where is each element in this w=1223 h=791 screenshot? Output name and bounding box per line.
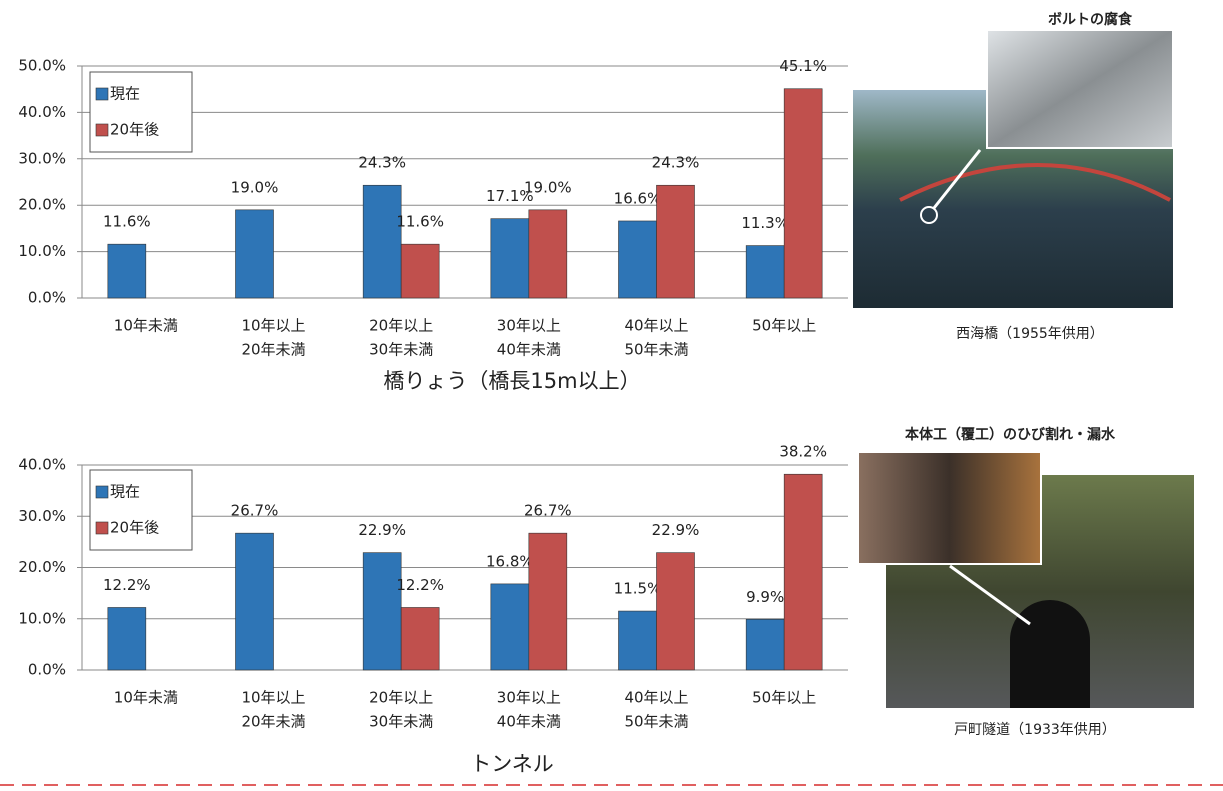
arrow xyxy=(949,564,1031,626)
x-tick-label: 40年未満 xyxy=(497,713,561,731)
bar xyxy=(783,473,823,671)
bar xyxy=(400,243,440,299)
bar xyxy=(362,184,402,299)
value-label: 24.3% xyxy=(358,154,406,172)
value-label: 9.9% xyxy=(746,588,784,606)
legend-label: 現在 xyxy=(110,85,140,103)
x-tick-label: 20年以上 xyxy=(369,317,433,335)
value-label: 16.6% xyxy=(614,189,662,207)
y-tick-label: 10.0% xyxy=(18,242,66,260)
legend-label: 現在 xyxy=(110,483,140,501)
value-label: 26.7% xyxy=(231,502,279,520)
bar xyxy=(107,243,147,299)
y-tick-label: 50.0% xyxy=(18,57,66,75)
value-label: 45.1% xyxy=(779,57,827,75)
value-label: 12.2% xyxy=(396,576,444,594)
value-label: 38.2% xyxy=(779,443,827,461)
photo-title: 本体工（覆工）のひび割れ・漏水 xyxy=(905,426,1116,443)
value-label: 19.0% xyxy=(524,178,572,196)
value-label: 17.1% xyxy=(486,187,534,205)
x-tick-label: 30年未満 xyxy=(369,341,433,359)
bridge-arch xyxy=(899,163,1171,202)
x-tick-label: 10年未満 xyxy=(114,317,178,335)
bar xyxy=(618,610,657,671)
bar xyxy=(235,209,274,299)
value-label: 16.8% xyxy=(486,552,534,570)
x-tick-label: 50年以上 xyxy=(752,317,816,335)
legend-swatch xyxy=(95,521,109,535)
bar xyxy=(656,184,695,299)
x-tick-label: 40年以上 xyxy=(624,689,688,707)
y-tick-label: 20.0% xyxy=(18,558,66,576)
crack-photo xyxy=(857,451,1042,565)
x-tick-label: 40年未満 xyxy=(497,341,561,359)
y-tick-label: 20.0% xyxy=(18,196,66,214)
value-label: 26.7% xyxy=(524,502,572,520)
y-tick-label: 0.0% xyxy=(28,661,66,679)
chart-title: 橋りょう（橋長15m以上） xyxy=(383,369,640,393)
x-tick-label: 10年以上 xyxy=(241,689,305,707)
value-label: 19.0% xyxy=(231,178,279,196)
bolt-photo xyxy=(986,29,1174,149)
x-tick-label: 50年未満 xyxy=(624,713,688,731)
x-tick-label: 20年未満 xyxy=(241,713,305,731)
highlight-circle xyxy=(920,206,938,224)
bar xyxy=(490,218,530,299)
x-tick-label: 10年以上 xyxy=(241,317,305,335)
photo-title: ボルトの腐食 xyxy=(1048,11,1133,28)
legend-swatch xyxy=(95,87,109,101)
legend-label: 20年後 xyxy=(110,519,159,537)
bar xyxy=(656,552,695,671)
x-tick-label: 20年以上 xyxy=(369,689,433,707)
value-label: 22.9% xyxy=(652,521,700,539)
value-label: 22.9% xyxy=(358,521,406,539)
arrow xyxy=(932,149,982,209)
tunnel-portal xyxy=(1010,600,1090,708)
x-tick-label: 50年未満 xyxy=(624,341,688,359)
value-label: 11.6% xyxy=(103,213,151,231)
legend-swatch xyxy=(95,485,109,499)
x-tick-label: 20年未満 xyxy=(241,341,305,359)
photo-caption: 西海橋（1955年供用） xyxy=(956,326,1104,342)
y-tick-label: 40.0% xyxy=(18,456,66,474)
bar xyxy=(745,618,785,671)
bar xyxy=(783,88,823,299)
bar xyxy=(745,245,785,299)
value-label: 24.3% xyxy=(652,154,700,172)
x-tick-label: 40年以上 xyxy=(624,317,688,335)
bar xyxy=(362,552,402,671)
legend-box xyxy=(89,71,193,153)
x-tick-label: 30年以上 xyxy=(497,317,561,335)
y-tick-label: 40.0% xyxy=(18,103,66,121)
legend-label: 20年後 xyxy=(110,121,159,139)
x-tick-label: 30年未満 xyxy=(369,713,433,731)
chart-title: トンネル xyxy=(470,752,554,776)
bar xyxy=(618,220,657,299)
x-tick-label: 50年以上 xyxy=(752,689,816,707)
y-tick-label: 10.0% xyxy=(18,609,66,627)
legend-box xyxy=(89,469,193,551)
y-tick-label: 0.0% xyxy=(28,289,66,307)
y-tick-label: 30.0% xyxy=(18,507,66,525)
x-tick-label: 10年未満 xyxy=(114,689,178,707)
photo-caption: 戸町隧道（1933年供用） xyxy=(954,722,1116,738)
value-label: 11.6% xyxy=(396,213,444,231)
bar xyxy=(400,607,440,671)
legend-swatch xyxy=(95,123,109,137)
value-label: 11.5% xyxy=(614,580,662,598)
bar xyxy=(528,532,568,671)
y-tick-label: 30.0% xyxy=(18,149,66,167)
value-label: 12.2% xyxy=(103,576,151,594)
bar xyxy=(235,532,274,671)
x-tick-label: 30年以上 xyxy=(497,689,561,707)
bar xyxy=(107,607,147,671)
bar xyxy=(528,209,568,299)
value-label: 11.3% xyxy=(741,214,789,232)
bar xyxy=(490,583,530,671)
